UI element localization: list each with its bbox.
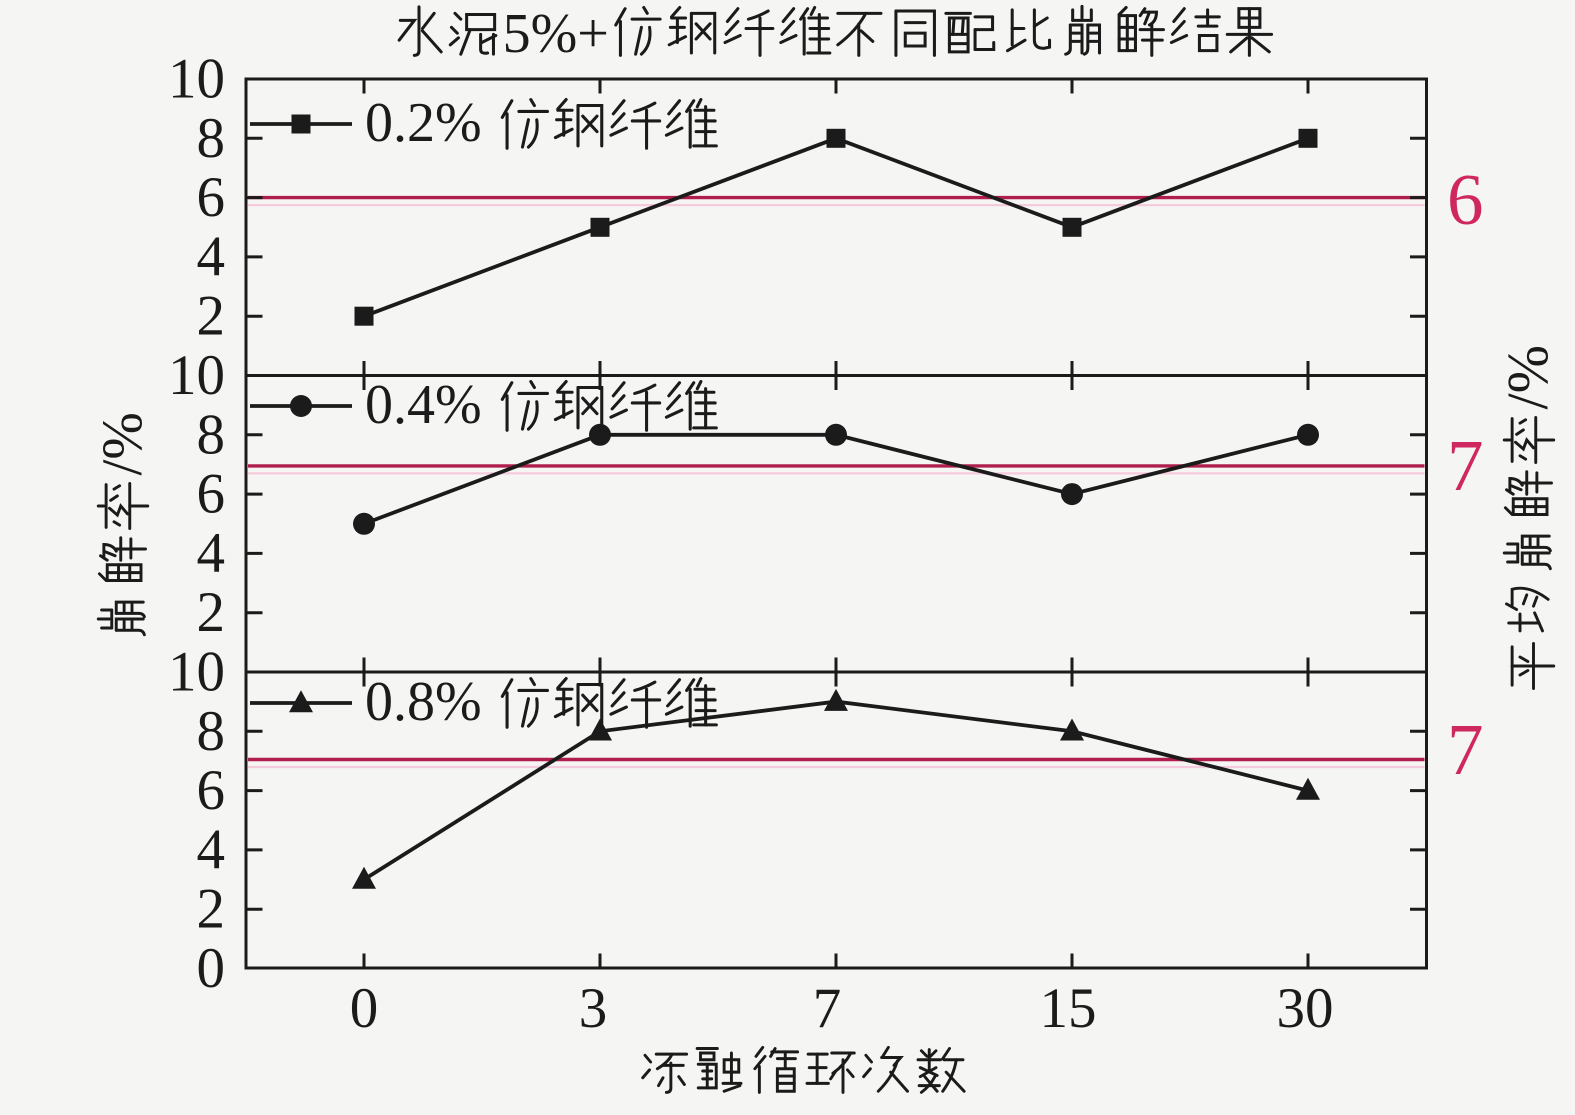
- svg-text:/%: /%: [91, 412, 154, 475]
- svg-text:4: 4: [197, 522, 226, 585]
- svg-text:5%+: 5%+: [503, 3, 609, 65]
- svg-text:7: 7: [813, 977, 842, 1040]
- svg-text:0.2%: 0.2%: [365, 92, 482, 154]
- svg-text:8: 8: [197, 403, 226, 466]
- svg-text:6: 6: [1447, 159, 1484, 240]
- svg-text:8: 8: [197, 700, 226, 763]
- svg-text:4: 4: [197, 225, 226, 288]
- svg-text:8: 8: [197, 107, 226, 170]
- svg-text:2: 2: [197, 581, 226, 644]
- svg-text:2: 2: [197, 878, 226, 941]
- svg-text:0.8%: 0.8%: [365, 671, 482, 733]
- svg-text:6: 6: [197, 759, 226, 822]
- svg-text:6: 6: [197, 166, 226, 229]
- svg-text:0: 0: [197, 937, 226, 1000]
- svg-text:0: 0: [350, 977, 379, 1040]
- svg-text:/%: /%: [1495, 345, 1560, 409]
- svg-text:15: 15: [1040, 977, 1097, 1040]
- svg-text:2: 2: [197, 285, 226, 348]
- svg-text:10: 10: [168, 344, 225, 407]
- svg-text:7: 7: [1447, 425, 1484, 506]
- svg-text:10: 10: [168, 48, 225, 111]
- svg-text:7: 7: [1447, 709, 1484, 790]
- svg-text:4: 4: [197, 818, 226, 881]
- svg-text:30: 30: [1277, 977, 1334, 1040]
- svg-text:10: 10: [168, 641, 225, 704]
- svg-text:6: 6: [197, 463, 226, 526]
- svg-text:0.4%: 0.4%: [365, 374, 482, 436]
- svg-text:3: 3: [579, 977, 608, 1040]
